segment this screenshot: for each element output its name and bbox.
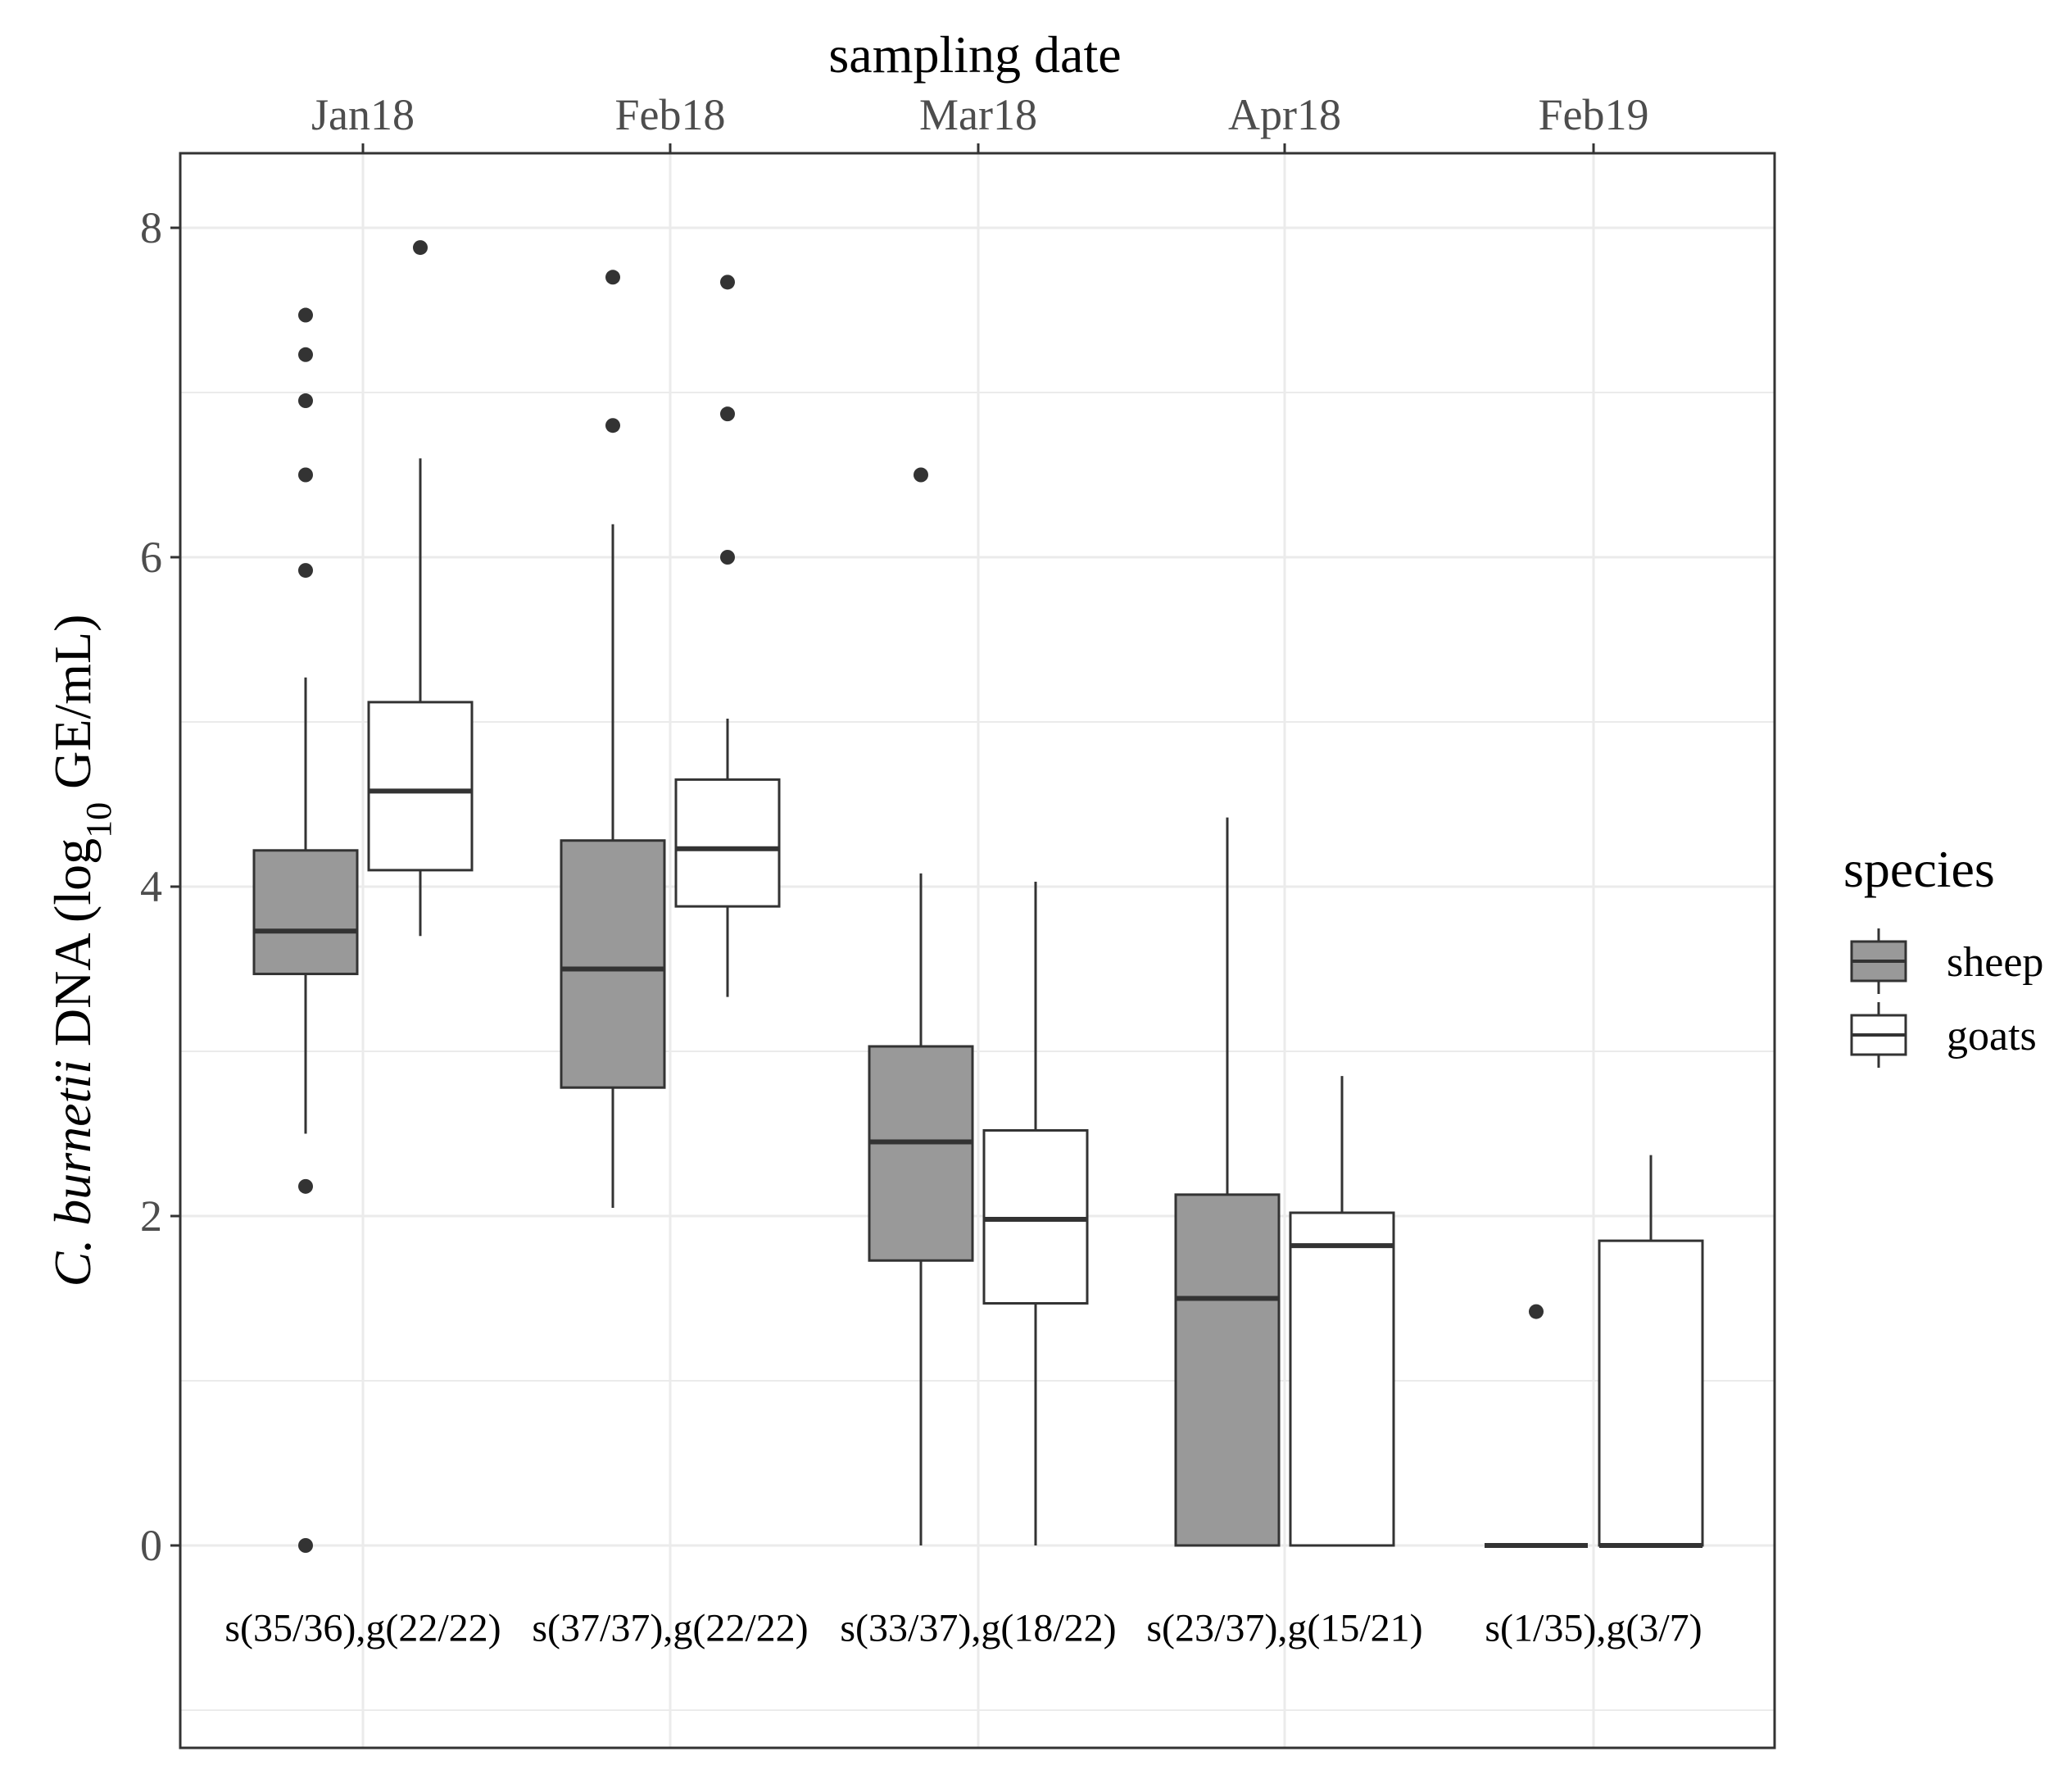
count-annotation: s(23/37),g(15/21) <box>1146 1607 1422 1650</box>
y-axis-title-part1: DNA (log <box>43 838 102 1060</box>
x-axis-top: Jan18 Feb18 Mar18 Apr18 Feb19 <box>311 90 1649 153</box>
box-goats-Feb19 <box>1598 1155 1704 1548</box>
outlier-point <box>298 467 313 483</box>
box-rect <box>1598 1239 1704 1547</box>
outlier-point <box>720 406 735 422</box>
y-tick-label: 6 <box>140 533 162 582</box>
outlier-point <box>298 307 313 323</box>
box-rect <box>252 849 359 976</box>
box-goats-Apr18 <box>1289 1076 1395 1547</box>
x-tick-label: Feb18 <box>615 90 726 139</box>
y-tick-label: 4 <box>140 862 162 911</box>
x-tick-label: Mar18 <box>919 90 1037 139</box>
annotations-layer: s(35/36),g(22/22) s(37/37),g(22/22) s(33/3… <box>224 1607 1702 1650</box>
boxes-layer <box>252 240 1704 1553</box>
count-annotation: s(33/37),g(18/22) <box>840 1607 1116 1650</box>
box-rect <box>674 778 781 908</box>
box-rect <box>1174 1193 1281 1547</box>
outlier-point <box>720 275 735 290</box>
y-axis-title-italic: C. burnetii <box>43 1060 102 1287</box>
y-axis: 0 2 4 6 8 <box>140 203 180 1570</box>
outlier-point <box>298 1178 313 1194</box>
outlier-point <box>720 550 735 565</box>
grid-layer <box>180 153 1775 1748</box>
x-tick-label: Apr18 <box>1228 90 1341 139</box>
outlier-point <box>298 393 313 409</box>
y-tick-label: 0 <box>140 1521 162 1570</box>
outlier-point <box>605 270 620 285</box>
box-rect <box>868 1045 974 1262</box>
y-axis-title-part2: GE/mL) <box>43 615 102 802</box>
box-rect <box>982 1128 1089 1305</box>
legend-entry-sheep: sheep <box>1850 928 2043 994</box>
box-goats-Jan18 <box>367 240 474 937</box>
box-rect <box>367 701 474 872</box>
box-rect <box>1289 1211 1395 1547</box>
box-goats-Mar18 <box>982 881 1089 1545</box>
outlier-point <box>914 467 928 483</box>
count-annotation: s(35/36),g(22/22) <box>224 1607 501 1650</box>
legend: species sheep goats <box>1843 840 2043 1068</box>
outlier-point <box>605 418 620 433</box>
box-goats-Feb18 <box>674 275 781 997</box>
legend-title: species <box>1843 840 1995 898</box>
box-sheep-Mar18 <box>868 467 974 1545</box>
box-rect <box>560 839 666 1089</box>
y-axis-title: C. burnetii DNA (log10 GE/mL) <box>43 615 119 1287</box>
outlier-point <box>298 347 313 362</box>
y-tick-label: 8 <box>140 203 162 252</box>
outlier-point <box>298 1538 313 1553</box>
box-sheep-Apr18 <box>1174 817 1281 1547</box>
legend-entry-goats: goats <box>1850 1002 2037 1068</box>
x-axis-title: sampling date <box>828 25 1121 84</box>
y-axis-title-subscript: 10 <box>79 802 119 838</box>
box-sheep-Jan18 <box>252 307 359 1553</box>
box-sheep-Feb18 <box>560 270 666 1208</box>
legend-label-sheep: sheep <box>1947 939 2043 986</box>
outlier-point <box>298 563 313 579</box>
box-sheep-Feb19 <box>1485 1304 1588 1548</box>
count-annotation: s(1/35),g(3/7) <box>1485 1607 1702 1650</box>
outlier-point <box>413 240 428 256</box>
outlier-point <box>1529 1304 1544 1319</box>
count-annotation: s(37/37),g(22/22) <box>532 1607 808 1650</box>
x-tick-label: Feb19 <box>1539 90 1649 139</box>
y-tick-label: 2 <box>140 1191 162 1241</box>
legend-keys: sheep goats <box>1850 928 2043 1068</box>
x-tick-label: Jan18 <box>311 90 415 139</box>
legend-label-goats: goats <box>1947 1013 2037 1060</box>
